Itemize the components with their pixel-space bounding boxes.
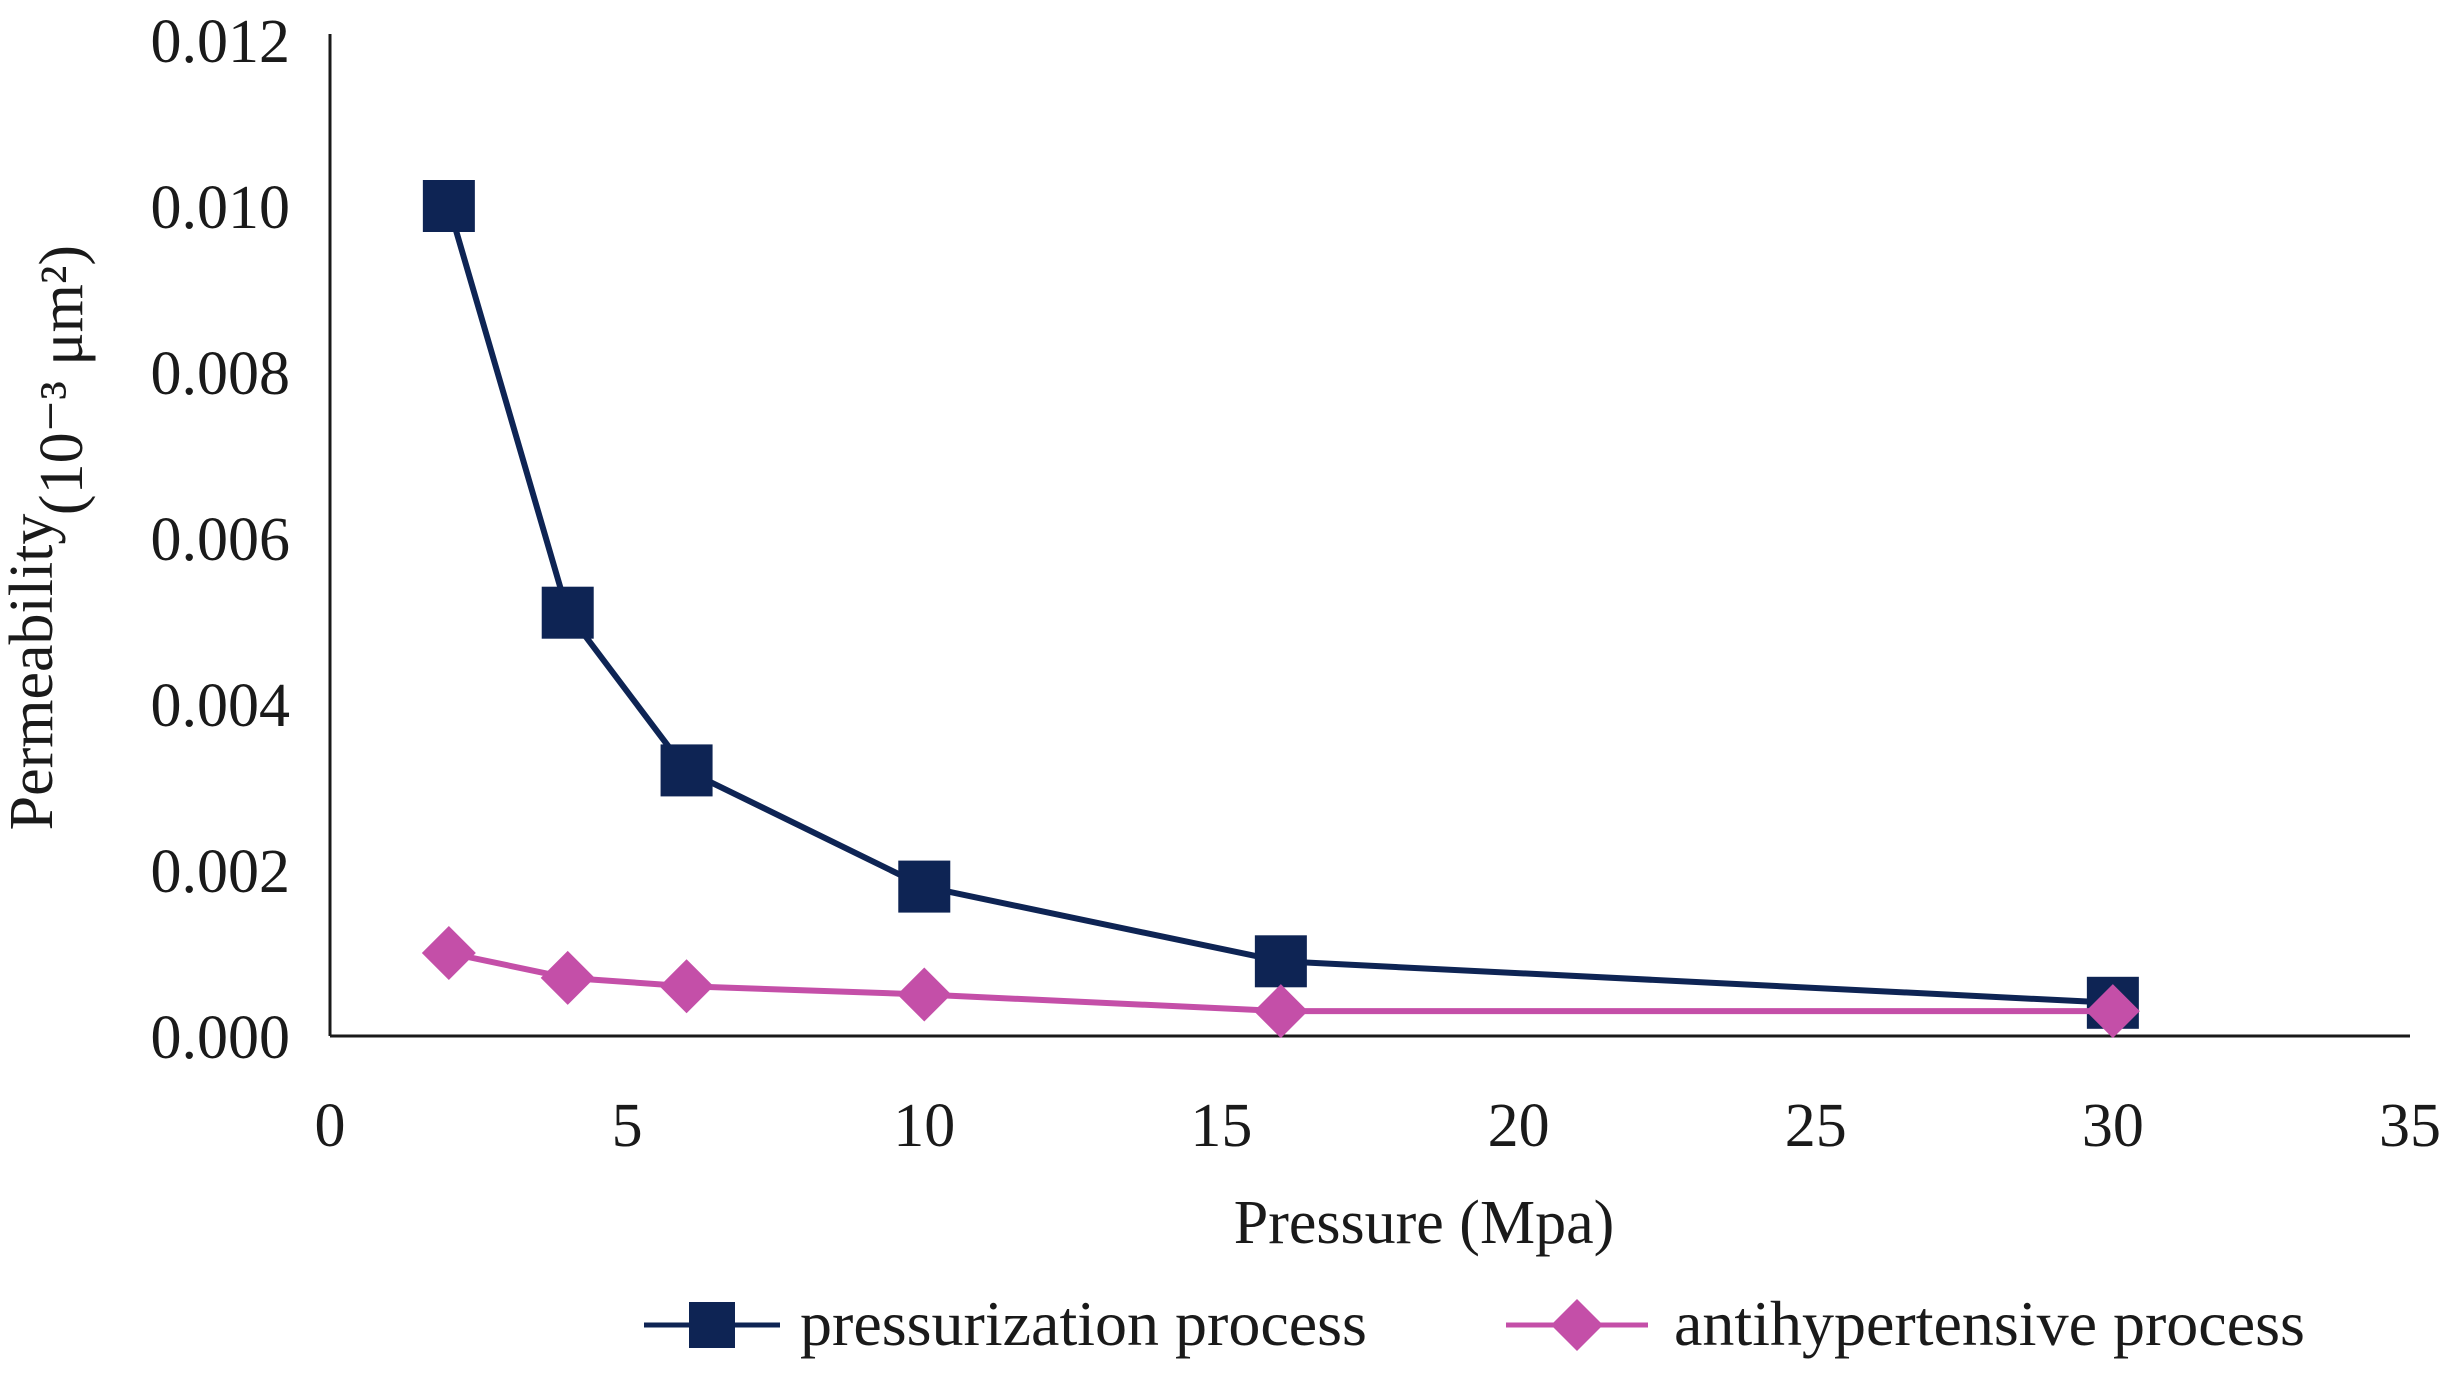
data-point-diamond	[1253, 984, 1308, 1039]
legend-marker-antihypertensive	[1551, 1299, 1603, 1351]
legend-entry-pressurization: pressurization process	[644, 1288, 1367, 1359]
y-axis-title-main: Permeability	[0, 514, 66, 831]
series-pressurization	[422, 180, 2139, 1029]
legend: pressurization process antihypertensive …	[644, 1288, 2305, 1359]
y-axis-title: Permeability	[0, 514, 66, 831]
y-tick-label: 0.000	[151, 1004, 291, 1072]
data-point-diamond	[421, 926, 476, 980]
y-tick-label: 0.012	[151, 8, 291, 76]
x-tick-label: 0	[315, 1092, 346, 1160]
x-tick-label: 5	[612, 1092, 643, 1160]
x-tick-label: 20	[1488, 1092, 1550, 1160]
axes	[328, 34, 2410, 1038]
x-tick-label: 35	[2379, 1092, 2441, 1160]
data-point-square	[660, 744, 713, 797]
x-axis-title: Pressure (Mpa)	[1234, 1189, 1615, 1257]
y-tick-label: 0.006	[151, 506, 291, 574]
y-tick-label: 0.002	[151, 838, 291, 906]
data-point-square	[898, 860, 951, 913]
data-point-diamond	[2085, 984, 2140, 1039]
data-point-square	[1254, 935, 1307, 988]
series-line	[445, 205, 2114, 1006]
y-tick-label: 0.010	[151, 174, 291, 242]
y-tick-label: 0.004	[151, 672, 291, 740]
legend-label-pressurization: pressurization process	[800, 1288, 1367, 1359]
y-axis-ticks: 0.000 0.002 0.004 0.006 0.008 0.010 0.012	[151, 8, 291, 1072]
series-layer	[421, 180, 2140, 1039]
x-axis-ticks: 0 5 10 15 20 25 30 35	[315, 1092, 2442, 1160]
data-point-square	[541, 586, 594, 639]
legend-entry-antihypertensive: antihypertensive process	[1506, 1288, 2305, 1359]
x-tick-label: 30	[2082, 1092, 2144, 1160]
data-point-diamond	[897, 967, 952, 1022]
legend-label-antihypertensive: antihypertensive process	[1674, 1288, 2305, 1359]
y-axis-title-unit: (10⁻³ μm²)	[28, 245, 96, 515]
data-point-square	[422, 180, 475, 232]
y-tick-label: 0.008	[151, 340, 291, 408]
legend-marker-pressurization	[689, 1302, 735, 1348]
series-antihypertensive	[421, 926, 2140, 1039]
x-tick-label: 15	[1190, 1092, 1252, 1160]
x-tick-label: 10	[893, 1092, 955, 1160]
x-tick-label: 25	[1785, 1092, 1847, 1160]
svg-text:(10⁻³ μm²): (10⁻³ μm²)	[28, 245, 96, 515]
data-point-diamond	[540, 950, 595, 1005]
svg-text:Permeability: Permeability	[0, 514, 66, 831]
y-axis-unit: (10⁻³ μm²)	[28, 245, 96, 515]
data-point-diamond	[659, 959, 714, 1014]
